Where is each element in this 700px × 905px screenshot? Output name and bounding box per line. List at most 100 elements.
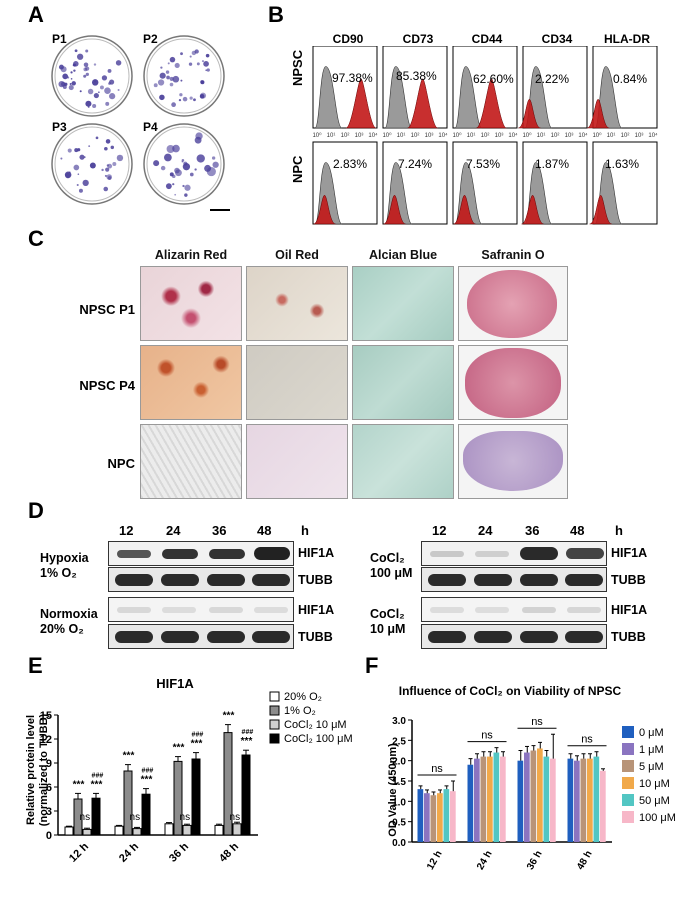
chart-f-ns-label: ns <box>431 763 443 775</box>
pct-npc-cd73: 7.24% <box>398 157 433 171</box>
histogram-tick-label: 10¹ <box>607 133 616 139</box>
colony <box>153 160 160 167</box>
colony <box>183 161 188 166</box>
marker-peak <box>476 78 507 129</box>
time-left-24: 24 <box>166 523 181 538</box>
colony <box>85 100 92 107</box>
colony-plates-figure <box>51 35 230 211</box>
colony <box>159 72 166 79</box>
colony <box>93 63 97 66</box>
chart-e-bar <box>214 824 224 836</box>
chart-e-y-tick-label: 15 <box>40 710 52 722</box>
chart-e-legend-label: CoCl₂ 10 μM <box>284 719 347 731</box>
colony <box>104 146 108 151</box>
chart-e-bar <box>82 828 92 836</box>
time-left-36: 36 <box>212 523 227 538</box>
histogram-tick-label: 10⁰ <box>592 132 602 139</box>
chart-f-bar <box>524 752 530 842</box>
col-label-oil-red: Oil Red <box>275 248 319 262</box>
col-label-alizarin-red: Alizarin Red <box>154 248 228 262</box>
colony <box>115 60 122 66</box>
chart-f-title: Influence of CoCl₂ on Viability of NPSC <box>399 684 622 698</box>
colony <box>85 72 89 76</box>
colony <box>112 162 117 167</box>
marker-peak <box>518 99 541 129</box>
chart-e-bar <box>173 760 183 836</box>
chart-e-stars: *** <box>141 775 153 786</box>
colony <box>211 156 216 160</box>
chart-f-legend-swatch <box>622 726 634 738</box>
marker-peak <box>313 195 336 225</box>
colony <box>172 144 180 153</box>
pct-npc-cd44: 7.53% <box>466 157 501 171</box>
chart-f-y-tick-label: 2.0 <box>392 757 406 768</box>
chart-e-stars: *** <box>191 739 203 750</box>
chart-f-bar <box>517 760 524 842</box>
micrograph-npsc-p1-alcian <box>352 266 454 341</box>
colony <box>107 68 112 73</box>
colony <box>203 61 209 67</box>
chart-f-legend-label: 10 μM <box>639 778 670 790</box>
chart-e-category-label: 24 h <box>117 840 141 864</box>
time-right-48: 48 <box>570 523 585 538</box>
colony <box>65 172 71 179</box>
row-label-npsc-p4: NPSC P4 <box>79 378 135 393</box>
chart-e-hashes: ### <box>192 732 204 739</box>
time-right-unit: h <box>615 523 623 538</box>
band-label-tubb-2: TUBB <box>298 630 333 644</box>
band-label-tubb-4: TUBB <box>611 630 646 644</box>
chart-e-ylabel-2: (normalized to TUBB) <box>38 713 50 826</box>
colony <box>73 69 76 72</box>
chart-e-bar <box>182 824 192 836</box>
chart-e-category-label: 48 h <box>217 840 241 864</box>
colony <box>99 85 104 90</box>
colony <box>94 80 97 83</box>
histogram-tick-label: 10⁴ <box>508 132 518 139</box>
chart-f-category-label: 12 h <box>425 849 445 872</box>
chart-e-bar <box>64 826 74 836</box>
histogram-tick-label: 10⁴ <box>578 132 588 139</box>
pct-npc-hla-dr: 1.63% <box>605 157 640 171</box>
colony <box>182 96 188 102</box>
histogram-tick-label: 10² <box>621 133 630 139</box>
histogram-tick-label: 10³ <box>635 133 644 139</box>
plate-label-p2: P2 <box>143 32 158 46</box>
histogram-grid: 10⁰ 10¹ 10² 10³ 10⁴ 10⁰ 10¹ 10² 10³ 10⁴ 10⁰ 10¹ 10² 1… <box>312 46 658 225</box>
chart-f-y-tick-label: 1.5 <box>392 777 406 788</box>
colony <box>87 88 94 95</box>
colony <box>196 62 200 66</box>
chart-e-hashes: ### <box>242 729 254 736</box>
panel-label-d: D <box>28 498 44 523</box>
chart-e-legend-label: CoCl₂ 100 μM <box>284 733 353 745</box>
histogram-tick-label: 10² <box>341 133 350 139</box>
isotype-peak <box>314 66 343 129</box>
colony <box>101 168 104 172</box>
band-label-hif1a-1: HIF1A <box>298 546 335 560</box>
chart-f-bar <box>567 758 574 842</box>
micrograph-npsc-p4-alcian <box>352 345 454 420</box>
colony <box>117 88 120 92</box>
colony <box>165 183 172 190</box>
colony-plate-rim <box>146 38 222 114</box>
chart-e-hashes: ### <box>142 768 154 775</box>
histogram-tick-label: 10¹ <box>537 133 546 139</box>
chart-f-legend-swatch <box>622 811 634 823</box>
histogram-tick-label: 10³ <box>355 133 364 139</box>
colony <box>169 76 174 81</box>
colony <box>189 96 193 100</box>
colony <box>164 153 172 162</box>
chart-e-bar <box>91 797 101 836</box>
micrograph-npc-oilred <box>246 424 348 499</box>
chart-f-legend-swatch <box>622 743 634 755</box>
chart-f-bar <box>574 760 580 842</box>
micrograph-npc-alizarin <box>140 424 242 499</box>
chart-f-y-tick-label: 1.0 <box>392 797 406 808</box>
colony <box>89 162 96 169</box>
chart-f-bar <box>430 795 437 842</box>
chart-e-category-label: 12 h <box>67 840 91 864</box>
chart-f-bar <box>417 789 424 842</box>
histogram-tick-label: 10⁰ <box>312 132 322 139</box>
chart-e-stars: *** <box>91 779 103 790</box>
time-right-24: 24 <box>478 523 493 538</box>
colony <box>58 81 65 88</box>
